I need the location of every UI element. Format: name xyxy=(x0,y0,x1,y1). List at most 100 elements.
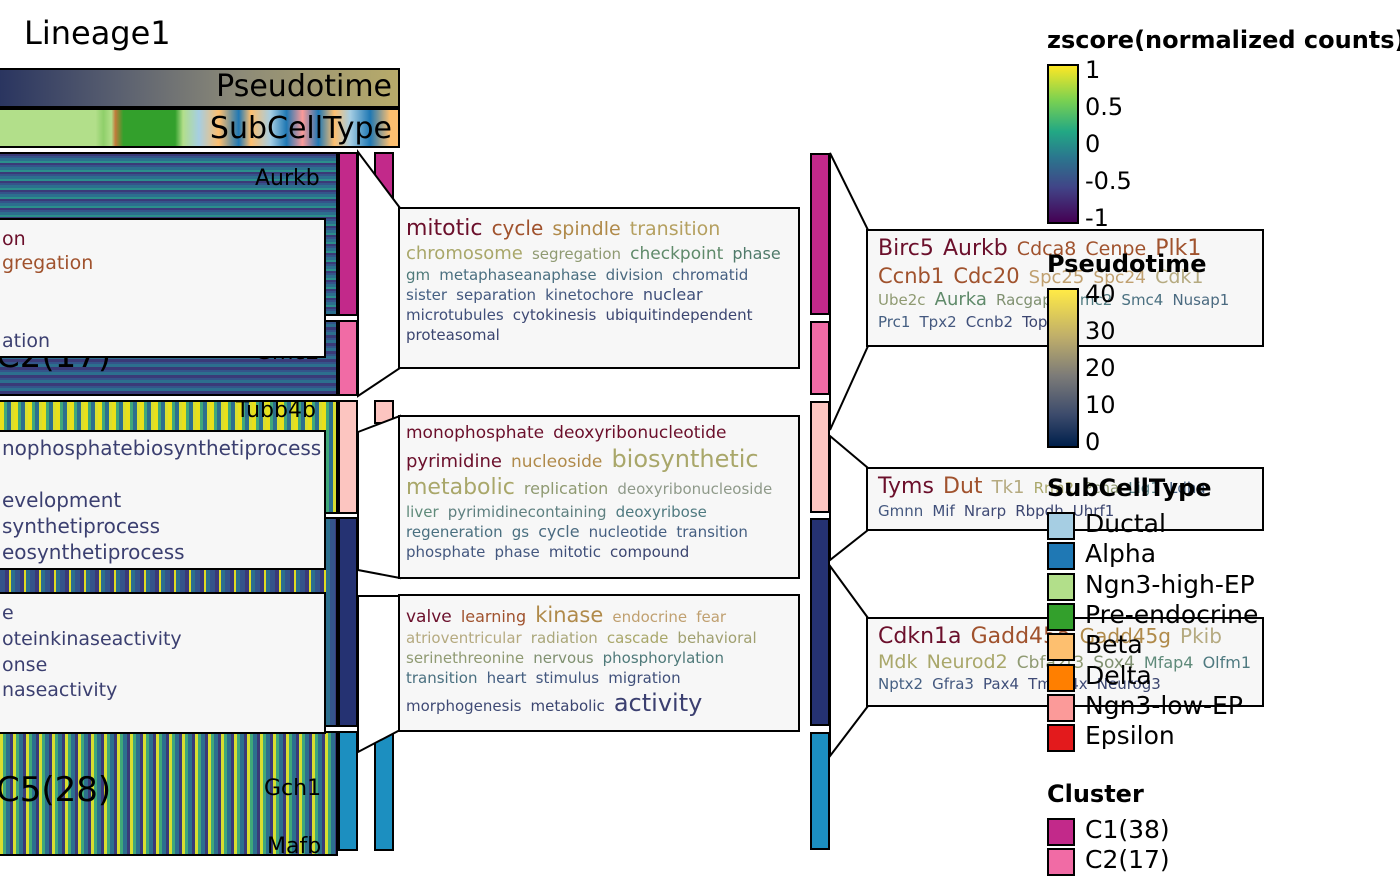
subcelltype-legend-swatch xyxy=(1047,512,1075,540)
subcelltype-legend-swatch xyxy=(1047,724,1075,753)
gene-name-word: Smc4 xyxy=(1121,291,1164,310)
gene-name-word: Pkib xyxy=(1180,624,1222,648)
gene-name-word: Nrarp xyxy=(963,501,1007,520)
go-term-word: gs xyxy=(511,522,530,541)
gene-cloud-1: Birc5 Aurkb Cdca8 Cenpe Plk1 Ccnb1 Cdc20… xyxy=(878,235,1263,332)
go-term-word: metabolic xyxy=(530,697,605,716)
go-term-word: monophosphate xyxy=(406,423,545,443)
gene-name-word: Nusap1 xyxy=(1172,291,1230,310)
gene-name-word: Lig1 xyxy=(1128,479,1160,497)
go-term-word: learning xyxy=(460,607,527,626)
cluster-legend-swatch xyxy=(1047,818,1075,846)
zscore-colorbar xyxy=(1047,64,1079,224)
go-term-word: endocrine xyxy=(612,608,688,626)
go-term-word: phosphorylation xyxy=(602,649,724,668)
cluster-legend-swatch xyxy=(1047,848,1075,876)
subcelltype-legend-label: Beta xyxy=(1085,630,1143,660)
gene-name-word: Plk1 xyxy=(1155,236,1202,261)
subcelltype-legend-label: Ngn3-high-EP xyxy=(1085,569,1255,599)
go-term-word: serinethreonine xyxy=(406,649,525,668)
cluster-legend-title: Cluster xyxy=(1047,780,1144,808)
pseudotime-tick-3: 20 xyxy=(1085,354,1116,382)
go-term-word: nucleoside xyxy=(511,452,603,473)
gene-name-word: Cdca8 xyxy=(1016,238,1077,260)
go-term-word: transition xyxy=(629,218,721,240)
cluster-bar-c5 xyxy=(338,731,358,851)
gene-label-tubb4b: Tubb4b xyxy=(236,398,316,423)
subcelltype-legend-swatch xyxy=(1047,542,1075,571)
go-cloud-box-2: monophosphate deoxyribonucleotide pyrimi… xyxy=(398,415,800,579)
go-term-word: fear xyxy=(696,608,727,626)
go-term-word: kinase xyxy=(535,603,604,627)
cluster-label-c5: C5(28) xyxy=(0,770,112,810)
go-term-word: deoxyribonucleoside xyxy=(617,480,773,499)
go-term-word: ubiquitindependent xyxy=(605,306,753,324)
go-term-word: phase xyxy=(732,243,781,263)
pseudotime-colorbar xyxy=(1047,288,1079,448)
gene-name-word: Cdc20 xyxy=(953,263,1020,288)
go-term-word: mitotic xyxy=(548,542,601,561)
pseudotime-tick-4: 10 xyxy=(1085,391,1116,419)
left-panel-2-line-4: eosynthetiprocess xyxy=(2,540,185,564)
go-term-word: division xyxy=(605,266,664,284)
go-cloud-1: mitotic cycle spindle transition chromos… xyxy=(406,215,796,345)
go-term-word: chromatid xyxy=(672,266,749,284)
go-term-word: compound xyxy=(610,542,690,561)
go-term-word: nervous xyxy=(533,649,594,668)
right-cluster-bar-c5 xyxy=(810,732,830,850)
subcelltype-legend-label: Delta xyxy=(1085,660,1152,690)
left-panel-3-line-1: e xyxy=(2,602,14,624)
go-cloud-3: valve learning kinase endocrine fear atr… xyxy=(406,602,798,718)
left-panel-3-line-3: onse xyxy=(2,654,48,676)
left-panel-1-line-2: gregation xyxy=(2,252,94,274)
gene-name-word: Mdk xyxy=(878,650,918,673)
gene-name-word: Ccnb2 xyxy=(965,312,1014,331)
gene-name-word: Olfm1 xyxy=(1202,652,1251,672)
go-term-word: spindle xyxy=(552,218,621,240)
go-term-word: transition xyxy=(676,522,748,541)
go-term-word: microtubules xyxy=(406,306,504,324)
gene-name-word: Mfap4 xyxy=(1143,652,1194,672)
gene-name-word: Tpx2 xyxy=(919,312,957,331)
gene-name-word: Neurod2 xyxy=(926,650,1008,673)
pseudotime-tick-5: 0 xyxy=(1085,428,1101,456)
go-term-word: metabolic xyxy=(406,475,515,501)
gene-name-word: Gadd45g xyxy=(1079,624,1171,648)
subcelltype-legend-title: SubCellType xyxy=(1047,474,1212,502)
go-cloud-box-3: valve learning kinase endocrine fear atr… xyxy=(398,594,800,732)
go-term-word: deoxyribonucleotide xyxy=(553,423,727,443)
go-term-word: activity xyxy=(613,689,703,718)
gene-name-word: Spc25 xyxy=(1028,266,1085,288)
gene-name-word: Racgap1 xyxy=(995,291,1062,310)
gene-name-word: Pcna xyxy=(1083,479,1120,497)
gene-name-word: Cdk1 xyxy=(1155,265,1204,288)
subcelltype-legend-swatch xyxy=(1047,693,1075,722)
gene-name-word: Prc1 xyxy=(878,312,911,331)
left-panel-2-line-2: evelopment xyxy=(2,488,122,512)
go-term-word: chromosome xyxy=(406,242,523,264)
left-panel-1-line-3: ation xyxy=(2,330,51,352)
connector-gene-2 xyxy=(829,433,869,563)
pseudotime-tick-2: 30 xyxy=(1085,317,1116,345)
gene-name-word: Ldha xyxy=(1168,479,1206,497)
zscore-tick-4: -0.5 xyxy=(1085,167,1132,195)
go-term-word: pyrimidine xyxy=(406,451,502,473)
go-term-word: nuclear xyxy=(642,285,703,304)
gene-label-aurkb: Aurkb xyxy=(255,166,320,191)
subcelltype-legend-label: Ductal xyxy=(1085,509,1166,538)
go-term-word: pyrimidinecontaining xyxy=(447,502,607,521)
gene-name-word: Dut xyxy=(943,474,983,499)
go-term-word: kinetochore xyxy=(545,286,634,304)
go-term-word: cascade xyxy=(606,629,669,648)
go-term-word: deoxyribose xyxy=(615,502,707,521)
gene-name-word: Ccnb1 xyxy=(878,263,945,288)
subcelltype-legend-swatch xyxy=(1047,663,1075,692)
gene-name-word: Nptx2 xyxy=(878,675,924,694)
left-go-panel-2: nophosphatebiosynthetiprocess evelopment… xyxy=(0,430,326,570)
gene-label-mafb: Mafb xyxy=(267,834,322,859)
zscore-tick-5: -1 xyxy=(1085,204,1109,232)
gene-name-word: Cdkn1a xyxy=(878,624,962,649)
left-panel-1-line-1: on xyxy=(2,228,26,250)
go-term-word: metaphaseanaphase xyxy=(439,266,597,284)
